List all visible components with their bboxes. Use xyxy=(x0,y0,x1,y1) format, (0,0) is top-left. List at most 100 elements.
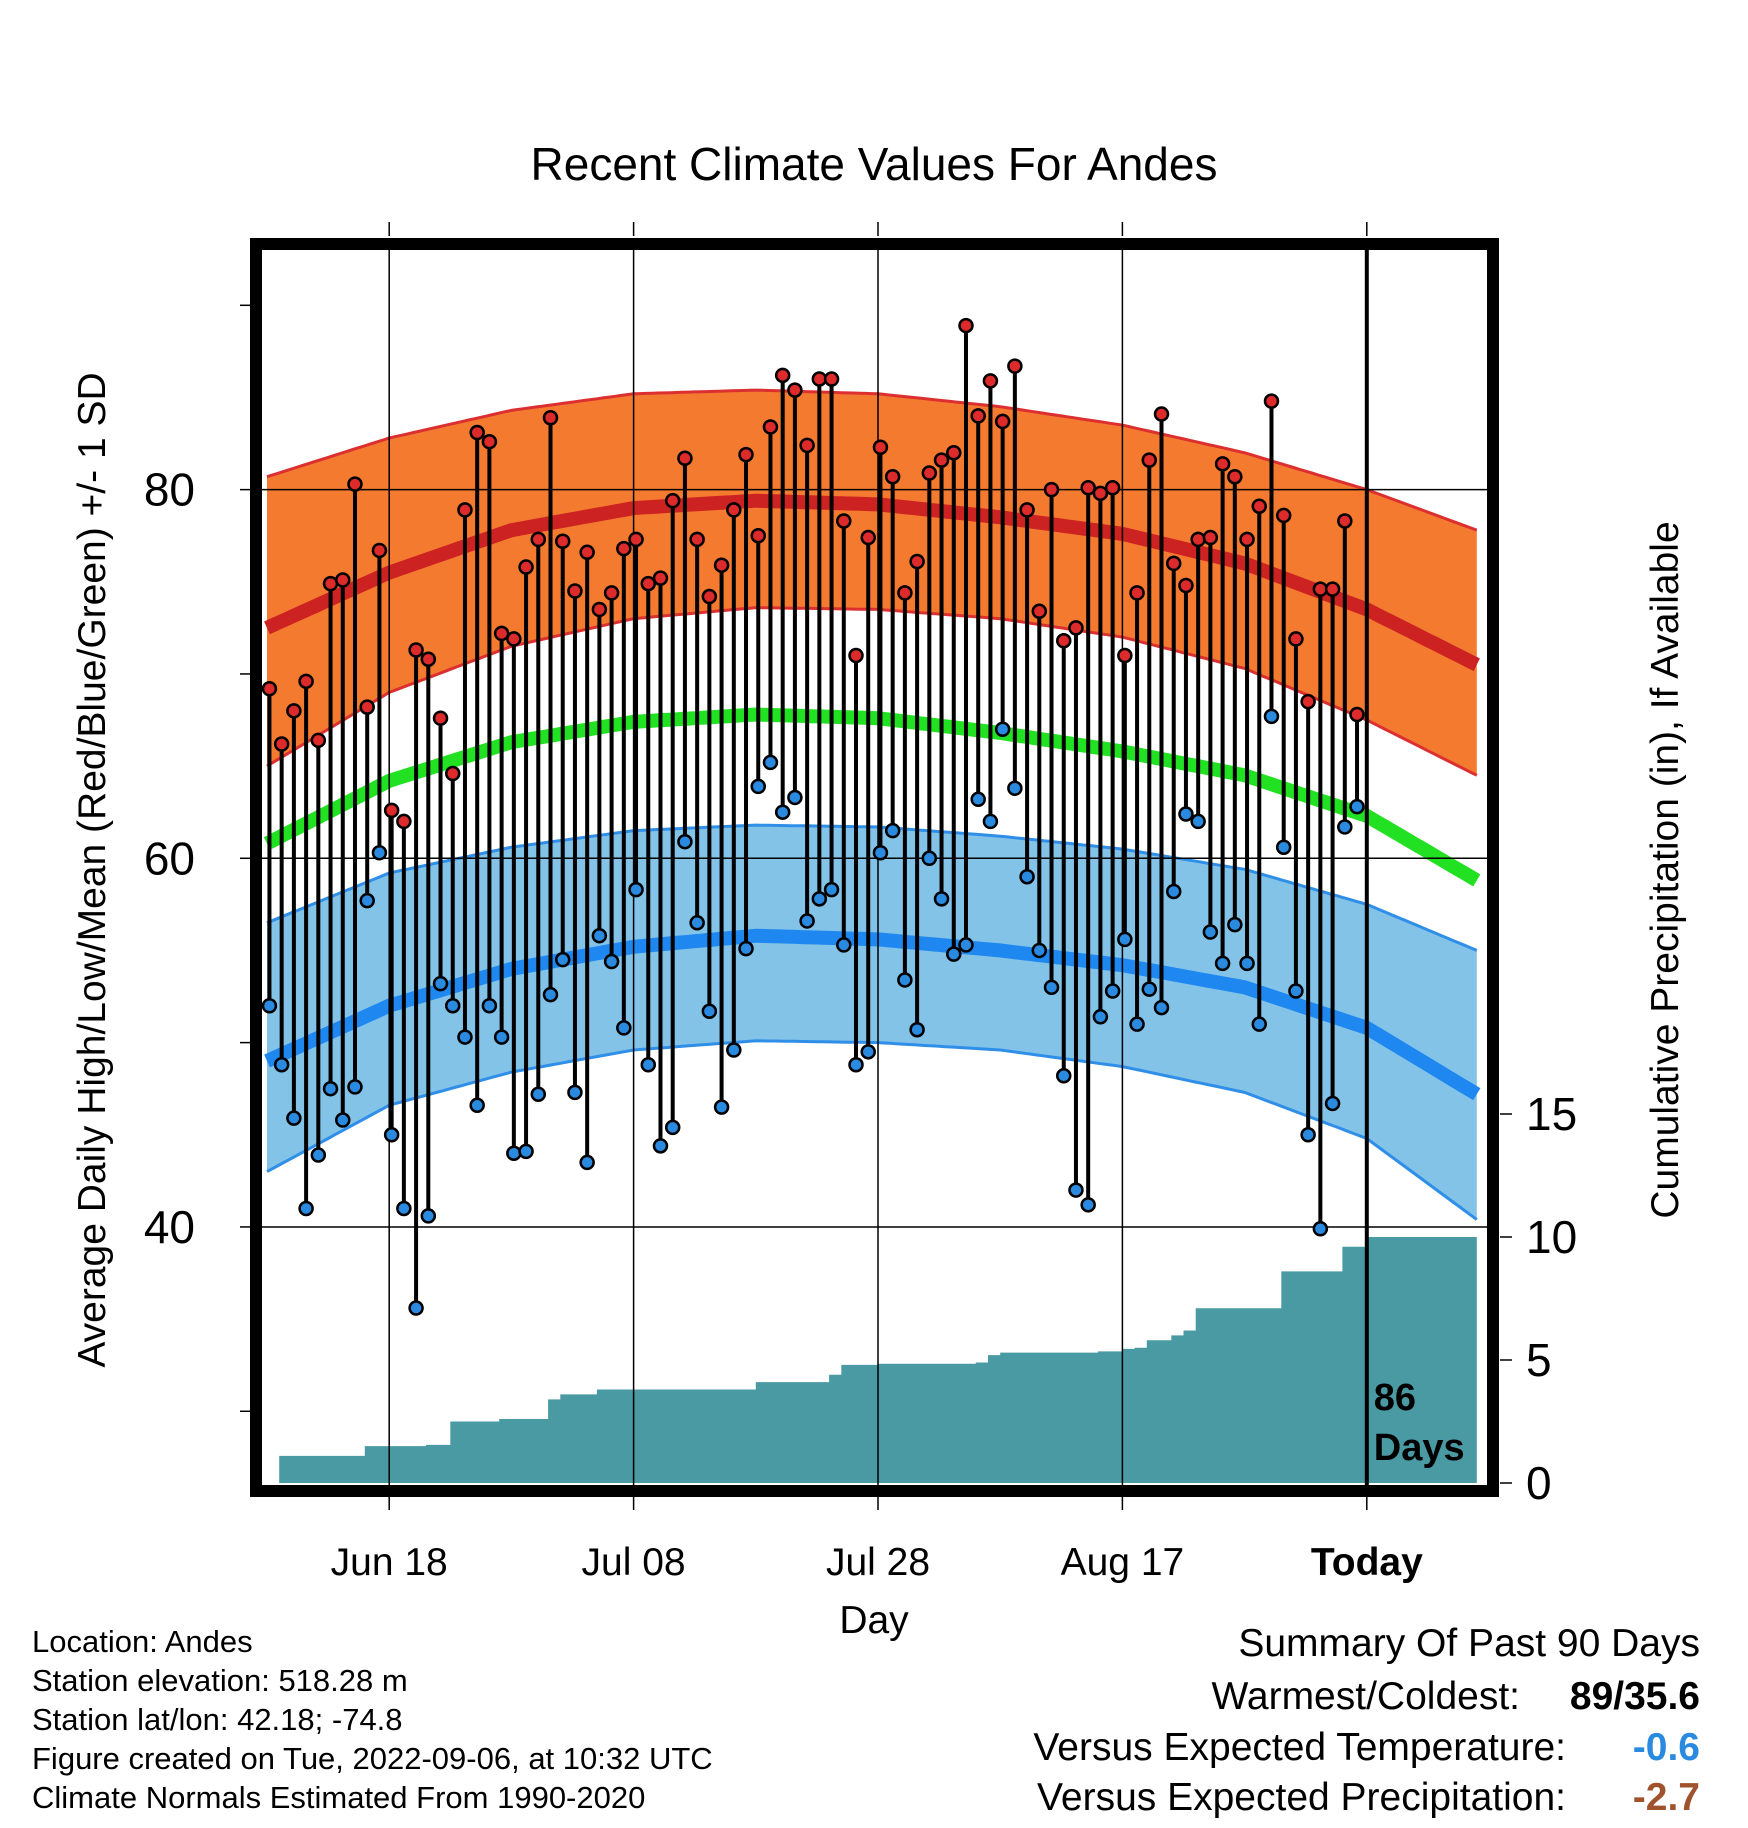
daily-low-point xyxy=(970,791,986,808)
daily-low-point xyxy=(1153,999,1170,1016)
daily-high-point xyxy=(1337,513,1353,529)
daily-high-point xyxy=(261,680,278,697)
daily-low-point xyxy=(335,1112,351,1128)
daily-low-point xyxy=(286,1110,302,1126)
daily-low-point xyxy=(530,1086,547,1102)
daily-high-point xyxy=(567,583,583,599)
daily-low-point xyxy=(1178,806,1194,822)
daily-low-point xyxy=(1349,798,1365,815)
daily-low-point xyxy=(616,1020,632,1036)
daily-high-point xyxy=(420,651,437,667)
daily-low-point xyxy=(811,891,828,907)
x-tick-label: Jul 08 xyxy=(582,1541,686,1584)
daily-low-point xyxy=(958,937,974,953)
daily-high-point xyxy=(371,542,388,559)
daily-high-point xyxy=(310,732,327,749)
daily-high-point xyxy=(1227,468,1243,485)
daily-low-point xyxy=(946,946,962,962)
daily-high-point xyxy=(481,433,498,450)
daily-high-point xyxy=(1007,358,1023,374)
daily-low-point xyxy=(1068,1182,1084,1198)
daily-low-point xyxy=(579,1154,595,1171)
daily-low-point xyxy=(1190,813,1206,830)
daily-low-point xyxy=(689,915,705,931)
daily-low-point xyxy=(738,940,754,957)
y2-tick-label: 15 xyxy=(1526,1088,1577,1140)
daily-high-point xyxy=(1190,531,1206,548)
x-tick-label: Today xyxy=(1311,1541,1423,1584)
daily-high-point xyxy=(1324,581,1341,597)
daily-high-point xyxy=(432,710,449,726)
daily-high-point xyxy=(884,468,901,485)
daily-high-point xyxy=(701,588,718,605)
daily-high-point xyxy=(958,317,974,334)
daily-high-point xyxy=(762,419,779,435)
daily-low-point xyxy=(762,754,779,771)
daily-low-point xyxy=(1129,1016,1145,1032)
daily-low-point xyxy=(1080,1197,1096,1213)
daily-high-point xyxy=(1043,481,1060,498)
daily-low-point xyxy=(677,833,693,850)
daily-high-point xyxy=(518,559,534,575)
daily-high-point xyxy=(1214,456,1231,472)
daily-high-point xyxy=(493,625,510,642)
daily-low-point xyxy=(493,1029,510,1045)
daily-low-point xyxy=(396,1200,412,1217)
vs-expected-precip-label: Versus Expected Precipitation: xyxy=(1037,1776,1566,1819)
daily-high-point xyxy=(273,736,290,752)
daily-high-point xyxy=(982,373,999,389)
daily-high-point xyxy=(946,445,962,461)
x-axis-label: Day xyxy=(839,1599,909,1642)
daily-high-point xyxy=(298,673,314,690)
daily-low-point xyxy=(799,913,815,929)
daily-low-point xyxy=(347,1079,363,1095)
daily-low-point xyxy=(1275,839,1292,855)
daily-high-point xyxy=(335,572,351,588)
daily-low-point xyxy=(1141,981,1158,997)
normals-text: Climate Normals Estimated From 1990-2020 xyxy=(32,1780,646,1815)
daily-high-point xyxy=(469,424,485,441)
daily-high-point xyxy=(1068,620,1084,636)
daily-low-point xyxy=(444,997,461,1014)
daily-high-point xyxy=(1092,485,1109,502)
daily-low-point xyxy=(518,1143,534,1160)
daily-high-point xyxy=(359,699,375,715)
daily-low-point xyxy=(1337,819,1353,835)
daily-high-point xyxy=(652,570,669,586)
daily-low-point xyxy=(774,804,791,820)
daily-high-point xyxy=(1178,577,1194,594)
daily-high-point xyxy=(1080,480,1096,496)
daily-high-point xyxy=(1275,507,1292,524)
created-text: Figure created on Tue, 2022-09-06, at 10… xyxy=(32,1741,713,1776)
daily-high-point xyxy=(1129,585,1145,601)
today-days-label: 86 xyxy=(1374,1377,1416,1419)
daily-low-point xyxy=(640,1056,657,1073)
daily-high-point xyxy=(787,382,803,398)
daily-high-point xyxy=(1117,647,1133,664)
daily-high-point xyxy=(1263,393,1280,409)
cumulative-precip-area xyxy=(267,1237,1477,1483)
daily-high-point xyxy=(994,413,1011,430)
daily-high-point xyxy=(579,544,595,561)
daily-low-point xyxy=(823,881,840,898)
daily-low-point xyxy=(787,789,803,806)
daily-low-point xyxy=(554,951,571,968)
daily-high-point xyxy=(542,409,559,426)
daily-low-point xyxy=(567,1084,583,1101)
low-upper-edge xyxy=(266,823,1478,952)
daily-low-point xyxy=(994,721,1011,738)
daily-high-point xyxy=(347,476,363,492)
daily-high-point xyxy=(628,531,644,548)
daily-high-point xyxy=(750,527,766,544)
daily-low-point xyxy=(628,881,644,898)
daily-low-point xyxy=(1019,868,1035,885)
daily-high-point xyxy=(689,531,705,548)
daily-low-point xyxy=(1165,883,1182,900)
daily-low-point xyxy=(603,953,620,970)
daily-low-point xyxy=(713,1099,730,1115)
daily-low-point xyxy=(872,845,889,861)
daily-high-point xyxy=(664,492,681,509)
daily-low-point xyxy=(836,937,852,953)
daily-high-point xyxy=(554,533,571,549)
daily-low-point xyxy=(1214,955,1231,972)
